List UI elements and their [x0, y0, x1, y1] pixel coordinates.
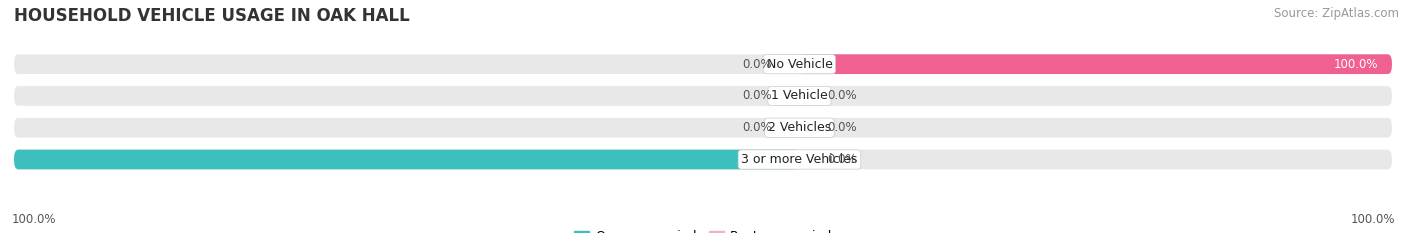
FancyBboxPatch shape: [14, 150, 800, 169]
Text: 100.0%: 100.0%: [1350, 213, 1395, 226]
Text: 1 Vehicle: 1 Vehicle: [770, 89, 828, 103]
Text: 100.0%: 100.0%: [1334, 58, 1378, 71]
Text: 3 or more Vehicles: 3 or more Vehicles: [741, 153, 858, 166]
Text: 0.0%: 0.0%: [742, 58, 772, 71]
Legend: Owner-occupied, Renter-occupied: Owner-occupied, Renter-occupied: [568, 225, 838, 233]
Text: 2 Vehicles: 2 Vehicles: [768, 121, 831, 134]
Text: HOUSEHOLD VEHICLE USAGE IN OAK HALL: HOUSEHOLD VEHICLE USAGE IN OAK HALL: [14, 7, 409, 25]
FancyBboxPatch shape: [14, 54, 1392, 74]
FancyBboxPatch shape: [14, 86, 1392, 106]
FancyBboxPatch shape: [14, 118, 1392, 137]
Text: 0.0%: 0.0%: [827, 153, 856, 166]
FancyBboxPatch shape: [14, 150, 1392, 169]
Text: 0.0%: 0.0%: [742, 121, 772, 134]
Text: Source: ZipAtlas.com: Source: ZipAtlas.com: [1274, 7, 1399, 20]
Text: No Vehicle: No Vehicle: [766, 58, 832, 71]
Text: 0.0%: 0.0%: [827, 89, 856, 103]
Text: 100.0%: 100.0%: [11, 213, 56, 226]
Text: 0.0%: 0.0%: [827, 121, 856, 134]
FancyBboxPatch shape: [800, 54, 1392, 74]
Text: 0.0%: 0.0%: [742, 89, 772, 103]
